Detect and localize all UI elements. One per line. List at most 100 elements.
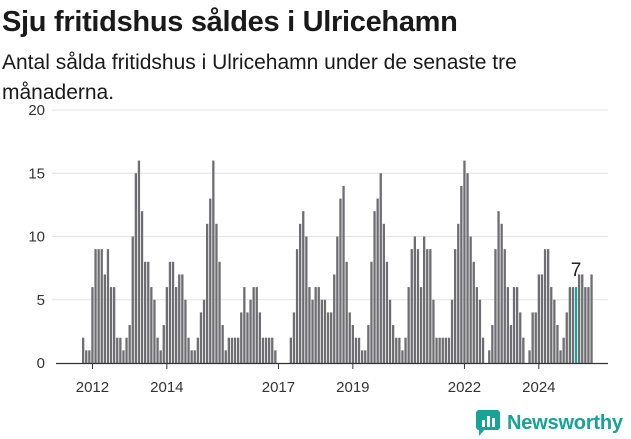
bar xyxy=(106,249,110,363)
bar xyxy=(295,249,299,363)
bar xyxy=(463,160,466,363)
bar xyxy=(218,261,221,363)
bar xyxy=(88,350,91,363)
bar xyxy=(224,350,227,363)
bar xyxy=(543,249,547,363)
bar xyxy=(500,223,503,363)
bar xyxy=(466,173,469,363)
bar xyxy=(419,287,423,363)
bar xyxy=(122,350,125,363)
bar xyxy=(423,236,426,363)
bar xyxy=(410,249,413,363)
bar xyxy=(370,261,373,363)
y-tick-label: 20 xyxy=(28,102,45,119)
bar xyxy=(571,287,575,363)
bar xyxy=(252,287,255,363)
x-tick-label: 2017 xyxy=(262,379,295,396)
bar xyxy=(227,337,230,363)
x-tick-label: 2019 xyxy=(336,379,369,396)
bar xyxy=(444,337,447,363)
bar xyxy=(91,287,94,363)
bar xyxy=(382,223,385,363)
bar xyxy=(506,287,509,363)
bar xyxy=(559,350,562,363)
bar xyxy=(581,274,584,363)
last-value-label: 7 xyxy=(571,260,582,281)
bar xyxy=(264,337,268,363)
bar xyxy=(323,299,327,363)
bar xyxy=(556,325,559,363)
bar xyxy=(128,325,131,363)
bar xyxy=(202,299,206,363)
bar xyxy=(519,312,522,363)
bar xyxy=(144,261,147,363)
bar xyxy=(562,337,565,363)
x-tick-label: 2014 xyxy=(150,379,183,396)
bar xyxy=(540,274,544,363)
bar xyxy=(401,350,404,363)
bar xyxy=(450,299,454,363)
bar xyxy=(413,236,416,363)
bar xyxy=(367,325,370,363)
bar xyxy=(271,337,274,363)
newsworthy-logo[interactable]: Newsworthy xyxy=(476,408,623,438)
bar xyxy=(376,198,379,363)
bar xyxy=(165,287,168,363)
bar xyxy=(385,261,389,363)
bar xyxy=(429,249,432,363)
bar xyxy=(373,211,376,363)
bar xyxy=(550,287,553,363)
bar xyxy=(351,325,354,363)
y-tick-label: 10 xyxy=(28,229,45,246)
bar xyxy=(175,287,178,363)
bar xyxy=(190,350,193,363)
bar xyxy=(472,261,475,363)
bar xyxy=(212,160,215,363)
bar xyxy=(243,287,246,363)
bar xyxy=(230,337,234,363)
bar xyxy=(134,173,137,363)
bar xyxy=(153,299,156,363)
bar xyxy=(392,325,395,363)
bar xyxy=(494,249,497,363)
bar xyxy=(94,249,97,363)
bar xyxy=(447,337,451,363)
x-tick-label: 2012 xyxy=(76,379,109,396)
x-axis-ticks: 2012 2014 2017 2019 2022 2024 xyxy=(76,363,556,396)
bar xyxy=(388,299,392,363)
bar xyxy=(395,337,398,363)
bar xyxy=(268,337,271,363)
bar xyxy=(587,287,590,363)
bar xyxy=(85,350,88,363)
x-tick-label: 2024 xyxy=(522,379,555,396)
bar xyxy=(547,249,550,363)
bar xyxy=(199,312,203,363)
bar xyxy=(590,274,593,363)
bar xyxy=(193,350,196,363)
bar xyxy=(116,337,119,363)
bar xyxy=(333,274,336,363)
bar xyxy=(469,236,472,363)
bar xyxy=(460,185,463,363)
bar xyxy=(237,337,240,363)
bar xyxy=(168,261,172,363)
bar xyxy=(488,350,491,363)
bar xyxy=(209,198,212,363)
bar xyxy=(246,312,249,363)
bar xyxy=(140,211,144,363)
bar xyxy=(311,299,314,363)
bar xyxy=(404,337,407,363)
bar xyxy=(457,223,460,363)
bar xyxy=(305,236,308,363)
y-tick-label: 5 xyxy=(37,292,45,309)
y-axis-ticks: 0 5 10 15 20 xyxy=(28,102,45,372)
bar xyxy=(131,236,134,363)
bar xyxy=(159,350,162,363)
bar xyxy=(432,299,435,363)
bar xyxy=(119,337,122,363)
bar xyxy=(97,249,100,363)
bar xyxy=(125,337,128,363)
bar xyxy=(258,312,261,363)
bar xyxy=(497,211,500,363)
